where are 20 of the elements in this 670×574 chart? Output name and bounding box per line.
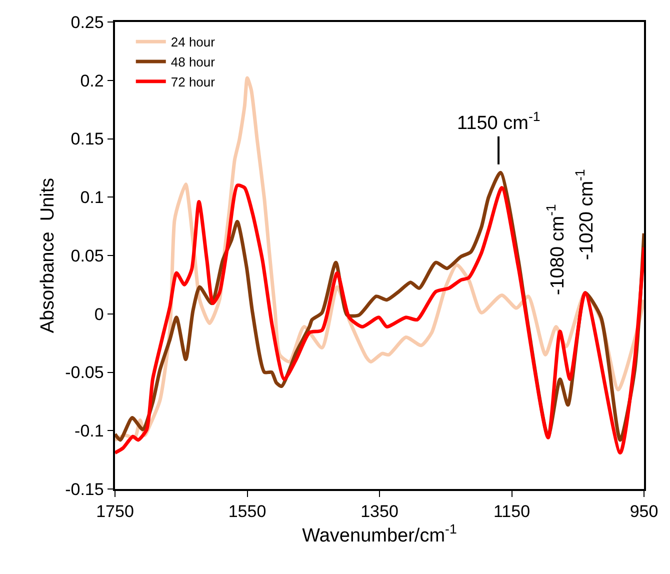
x-tick-label: 1150	[493, 502, 530, 522]
x-tick-label: 950	[630, 502, 658, 522]
y-tick-label: -0.15	[65, 480, 104, 499]
y-tick-label: 0.1	[80, 188, 104, 208]
legend-label: 48 hour	[170, 54, 216, 70]
y-tick-label: 0.05	[70, 246, 104, 266]
y-tick-label: -0.1	[74, 422, 104, 441]
y-tick-label: 0.2	[80, 71, 104, 90]
annotation: 1150 cm$^{-1}$	[457, 109, 540, 134]
y-tick-label: 0.15	[70, 130, 104, 149]
x-axis-title: Wavenumber/cm$^{-1}$	[302, 521, 457, 546]
x-tick-label: 1550	[228, 502, 266, 522]
y-tick-label: -0.05	[65, 363, 104, 382]
legend-label: 24 hour	[170, 34, 216, 50]
y-tick-label: 0.25	[70, 12, 104, 32]
legend-label: 72 hour	[170, 74, 216, 90]
y-axis-title: Absorbance Units	[37, 178, 58, 334]
x-tick-label: 1350	[360, 502, 398, 522]
x-tick-label: 1750	[96, 502, 134, 522]
y-tick-label: 0	[94, 304, 104, 324]
